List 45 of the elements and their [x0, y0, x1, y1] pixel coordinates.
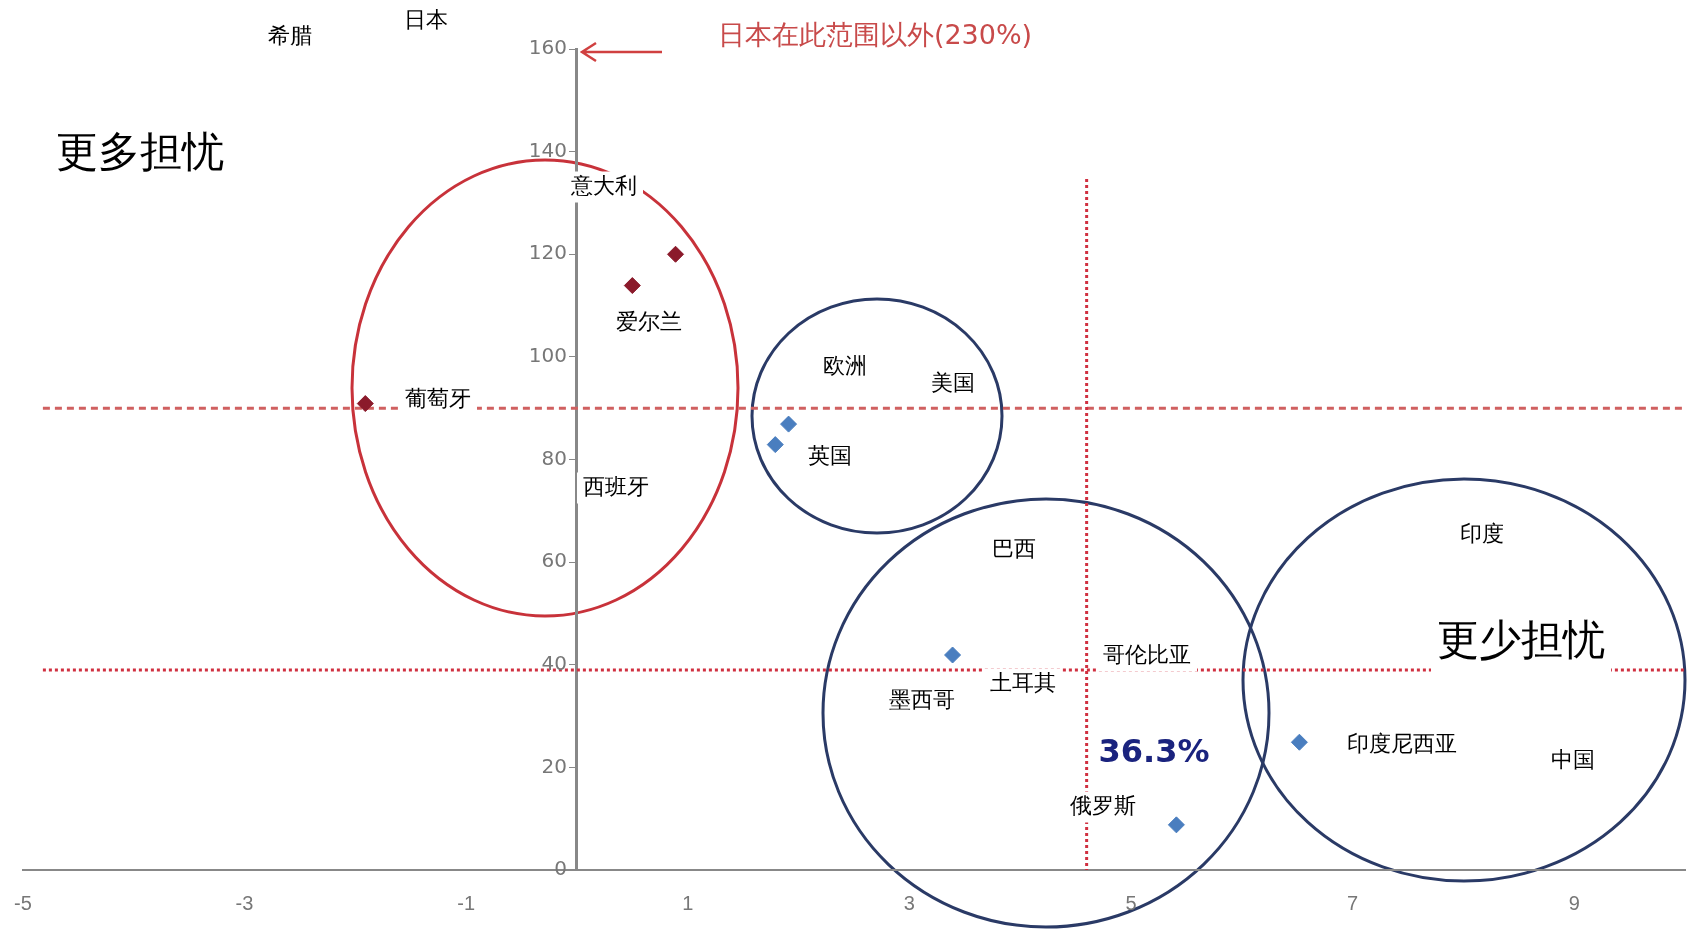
- x-tick-label: 7: [1347, 891, 1359, 914]
- point: [623, 277, 641, 295]
- x-tick-label: 1: [682, 891, 694, 914]
- annotation: 俄罗斯: [1070, 792, 1136, 818]
- annotation: 墨西哥: [889, 686, 955, 712]
- point: [667, 245, 685, 263]
- annotation: 意大利: [570, 172, 637, 198]
- annotation: 印度: [1460, 520, 1504, 546]
- annotation: 日本在此范围以外(230%): [717, 19, 1033, 51]
- annotation: 英国: [808, 442, 852, 468]
- point: [944, 646, 962, 664]
- annotation: 中国: [1551, 746, 1595, 772]
- annotation: 土耳其: [990, 669, 1056, 695]
- y-tick-label: 120: [528, 240, 567, 265]
- annotation: 美国: [931, 369, 975, 395]
- text: 希腊: [268, 22, 312, 48]
- x-tick-label: 3: [903, 891, 915, 914]
- x-tick-label: -3: [235, 891, 254, 914]
- annotation: 葡萄牙: [405, 385, 471, 411]
- annotation: 更少担忧: [1437, 614, 1605, 664]
- x-tick-label: -1: [457, 891, 476, 914]
- point: [356, 395, 374, 413]
- annotation: 哥伦比亚: [1103, 641, 1191, 667]
- x-tick-label: 9: [1568, 891, 1580, 914]
- y-tick-label: 80: [541, 445, 567, 470]
- point: [780, 415, 798, 433]
- y-tick-label: 160: [528, 35, 567, 60]
- x-tick-label: -5: [13, 891, 32, 914]
- point: [1290, 733, 1308, 751]
- annotation: 印度尼西亚: [1347, 730, 1457, 756]
- y-tick-label: 20: [541, 753, 567, 778]
- annotation: 36.3%: [1098, 732, 1210, 771]
- annotation: 西班牙: [583, 473, 649, 499]
- y-tick-label: 40: [541, 650, 567, 675]
- point: [1167, 816, 1185, 834]
- y-tick-label: 140: [528, 137, 567, 162]
- annotation: 爱尔兰: [616, 308, 682, 334]
- point: [766, 436, 784, 454]
- annotation: 巴西: [992, 535, 1036, 561]
- x-tick-label: 5: [1125, 891, 1137, 914]
- annotation: 欧洲: [823, 352, 867, 378]
- y-tick-label: 100: [528, 343, 567, 368]
- text: 日本: [404, 6, 448, 32]
- annotation: 更多担忧: [56, 126, 224, 176]
- y-tick-label: 60: [541, 548, 567, 573]
